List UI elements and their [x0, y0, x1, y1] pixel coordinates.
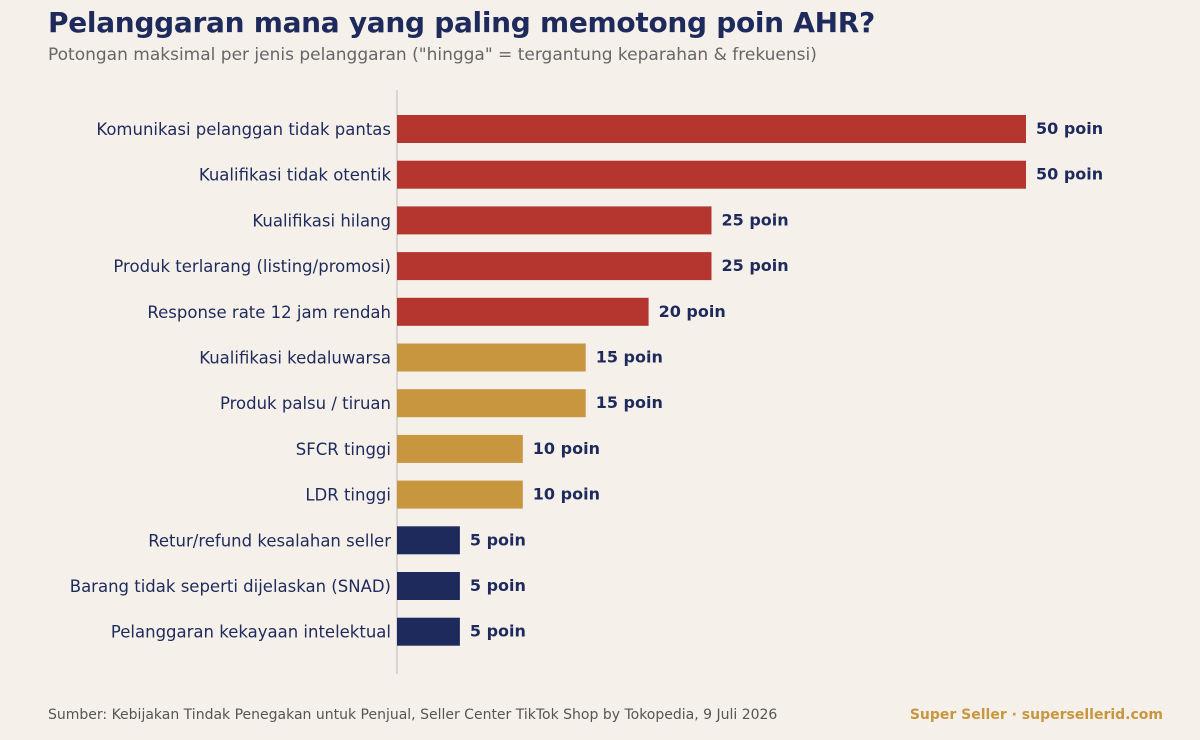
category-label: Kualifikasi tidak otentik: [199, 166, 392, 185]
bar: [397, 206, 712, 235]
category-label: Response rate 12 jam rendah: [147, 303, 391, 322]
value-label: 15 poin: [596, 348, 663, 367]
category-label: Pelanggaran kekayaan intelektual: [111, 623, 391, 642]
category-label: Produk palsu / tiruan: [220, 394, 391, 413]
value-label: 10 poin: [533, 485, 600, 504]
value-label: 5 poin: [470, 576, 526, 595]
bar: [397, 252, 712, 281]
value-label: 50 poin: [1036, 119, 1103, 138]
value-label: 50 poin: [1036, 165, 1103, 184]
category-label: Barang tidak seperti dijelaskan (SNAD): [70, 577, 391, 596]
bar: [397, 160, 1026, 189]
bar: [397, 572, 460, 600]
value-label: 20 poin: [659, 302, 726, 321]
category-label: LDR tinggi: [305, 486, 391, 505]
category-label: Kualifikasi hilang: [252, 211, 391, 230]
category-label: Retur/refund kesalahan seller: [148, 531, 391, 550]
bar: [397, 480, 523, 509]
value-label: 5 poin: [470, 622, 526, 641]
value-label: 10 poin: [533, 439, 600, 458]
bar: [397, 115, 1026, 143]
bar: [397, 617, 460, 646]
bar: [397, 389, 586, 418]
chart-subtitle: Potongan maksimal per jenis pelanggaran …: [48, 45, 817, 65]
category-label: Kualifikasi kedaluwarsa: [199, 349, 391, 368]
bar: [397, 526, 460, 555]
brand-credit: Super Seller · supersellerid.com: [909, 707, 1163, 723]
source-note: Sumber: Kebijakan Tindak Penegakan untuk…: [48, 707, 778, 723]
bar: [397, 297, 649, 326]
bar: [397, 343, 586, 372]
category-label: Komunikasi pelanggan tidak pantas: [96, 120, 391, 139]
value-label: 5 poin: [470, 530, 526, 549]
value-label: 25 poin: [722, 210, 789, 229]
category-label: Produk terlarang (listing/promosi): [113, 257, 391, 276]
value-label: 15 poin: [596, 393, 663, 412]
value-label: 25 poin: [722, 256, 789, 275]
category-label: SFCR tinggi: [296, 440, 391, 459]
chart-title: Pelanggaran mana yang paling memotong po…: [48, 6, 875, 39]
bar: [397, 434, 523, 463]
